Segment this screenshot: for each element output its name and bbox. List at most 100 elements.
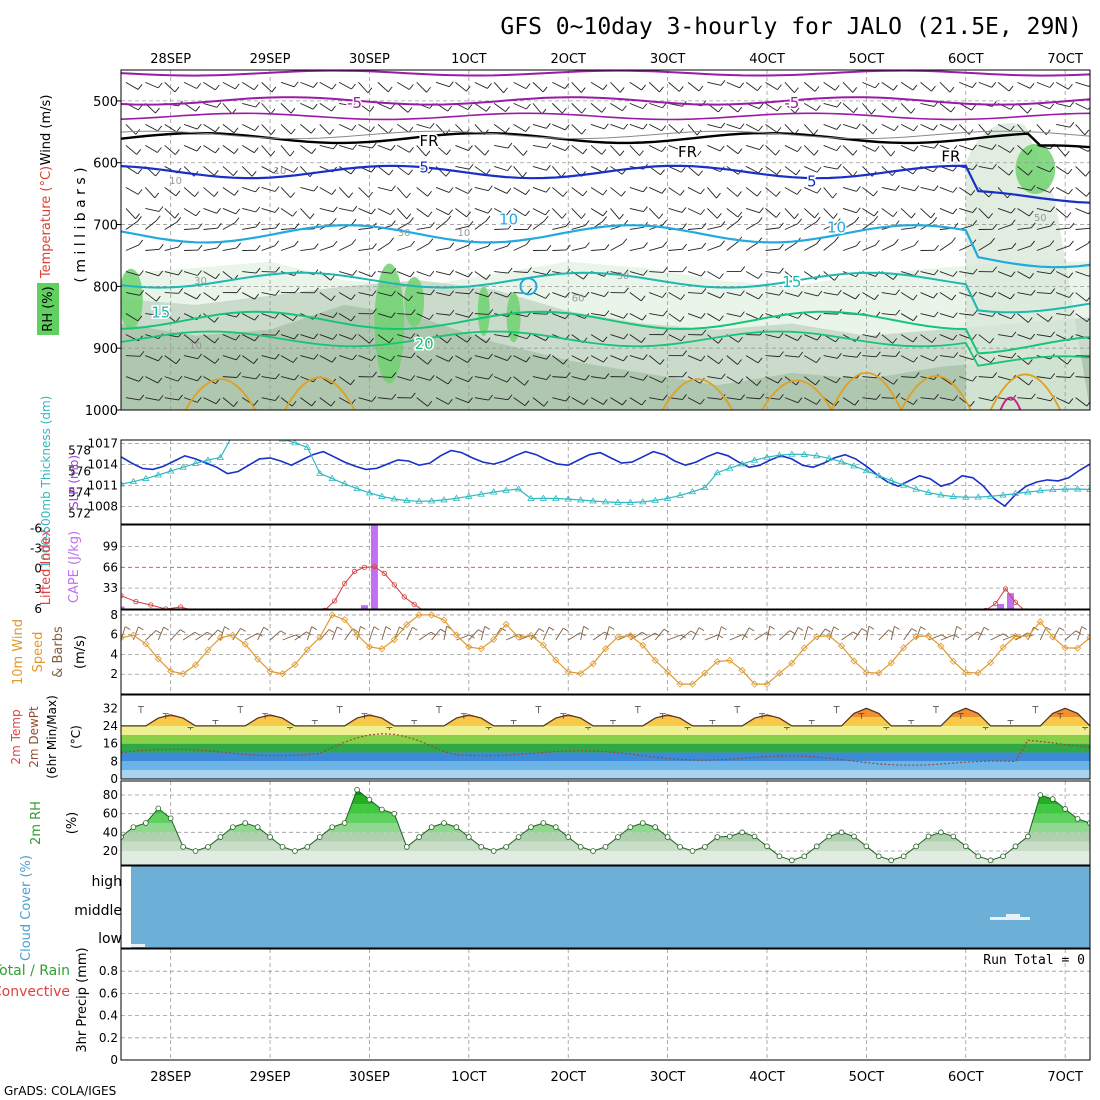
rh2m-point-52	[764, 843, 770, 850]
upper-barb-flag	[1009, 147, 1015, 153]
upper-barb-flag	[1049, 187, 1055, 193]
slp-marker-78	[1086, 485, 1090, 492]
wind-marker-20	[365, 643, 374, 651]
bottom-date-2oct: 2OCT	[550, 1070, 586, 1085]
li-tick-3: 3	[34, 582, 42, 596]
rh2m-point-4	[167, 815, 174, 822]
upper-barb	[939, 397, 954, 401]
upper-barb	[241, 355, 255, 364]
upper-barb-flag	[274, 186, 280, 192]
upper-barb-flag	[562, 191, 568, 197]
upper-barb-flag	[292, 315, 298, 321]
upper-barb-flag	[330, 274, 336, 281]
wind-barb-21	[381, 626, 387, 641]
upper-barb-flag	[992, 163, 997, 170]
wind-marker-24	[415, 611, 423, 619]
upper-barb	[183, 81, 197, 89]
slp-marker-42	[639, 498, 647, 505]
wind-marker-1	[129, 631, 137, 639]
wind-barb-flag-21	[385, 626, 392, 630]
slp-line	[121, 440, 1090, 504]
rh2m-point-39	[602, 844, 609, 850]
slp-marker-68	[962, 493, 970, 500]
wind-barb-flag-51	[766, 632, 772, 636]
upper-barb-flag	[661, 125, 667, 132]
upper-barb-flag	[468, 312, 474, 318]
upper-barb	[571, 397, 585, 405]
upper-barb	[435, 376, 449, 385]
upper-barb-flag	[950, 106, 956, 113]
upper-barb	[280, 208, 293, 217]
upper-barb	[997, 247, 1012, 251]
upper-barb	[707, 355, 719, 365]
upper-barb-flag	[623, 313, 628, 319]
upper-barb-flag	[1086, 401, 1090, 407]
upper-barb-flag	[270, 129, 276, 135]
upper-barb	[125, 208, 136, 219]
contour-label-2: FR	[420, 132, 439, 150]
upper-barb-flag	[254, 125, 260, 131]
upper-barb-flag	[350, 379, 355, 385]
upper-barb-flag	[313, 353, 319, 360]
upper-barb-flag	[1011, 352, 1017, 359]
upper-barb-flag	[794, 213, 799, 219]
wind-barb-63	[903, 628, 913, 641]
upper-barb	[959, 102, 972, 111]
upper-barb-flag	[581, 128, 587, 135]
upper-barb	[1017, 376, 1029, 386]
upper-barb-flag	[449, 81, 454, 87]
upper-barb-flag	[275, 222, 280, 229]
upper-barb	[1075, 397, 1088, 407]
wind-barb-flag-9	[240, 627, 246, 632]
upper-barb-flag	[835, 218, 841, 224]
slp-marker-22	[390, 495, 399, 502]
upper-barb-flag	[255, 244, 261, 251]
upper-barb	[571, 355, 585, 363]
upper-barb-flag	[931, 337, 937, 343]
upper-barb	[784, 271, 797, 281]
upper-barb-flag	[738, 378, 744, 384]
upper-barb	[629, 376, 644, 381]
upper-barb-flag	[546, 269, 551, 275]
rh2m-point-59	[851, 833, 857, 840]
upper-barb-flag	[737, 148, 743, 154]
upper-barb-flag	[410, 375, 416, 381]
upper-barb-flag	[447, 378, 453, 385]
contour-label-6: 5	[807, 172, 817, 190]
upper-barb-flag	[756, 190, 762, 197]
slp-marker-39	[601, 498, 610, 505]
upper-barb-flag	[972, 268, 978, 275]
upper-barb-flag	[506, 209, 511, 216]
upper-barb	[1055, 81, 1069, 90]
upper-barb	[513, 355, 527, 363]
upper-barb-flag	[913, 356, 918, 363]
upper-barb	[1075, 243, 1089, 251]
upper-barb-flag	[352, 100, 358, 107]
upper-barb-flag	[837, 289, 842, 296]
upper-barb	[222, 145, 235, 154]
upper-barb-flag	[719, 273, 724, 279]
upper-barb	[784, 334, 798, 341]
upper-barb-flag	[1030, 240, 1036, 247]
upper-barb-flag	[604, 291, 609, 297]
upper-barb	[319, 144, 334, 150]
wind-barb-flag-33	[538, 628, 545, 632]
upper-barb	[745, 242, 759, 251]
rh2m-point-76	[1062, 806, 1068, 812]
rh-tick-60: 60	[103, 807, 118, 821]
upper-barb-flag	[895, 185, 900, 191]
upper-barb-flag	[253, 84, 259, 91]
upper-barb-flag	[331, 189, 337, 195]
upper-barb	[1017, 313, 1029, 323]
upper-barb	[978, 242, 991, 251]
pressure-tick-600: 600	[93, 157, 118, 172]
upper-barb-flag	[603, 356, 608, 363]
upper-barb-flag	[584, 291, 590, 298]
upper-barb-flag	[682, 371, 687, 378]
wind-marker-51	[751, 680, 759, 688]
upper-barb	[242, 208, 256, 213]
upper-barb	[745, 355, 759, 364]
upper-barb	[261, 103, 272, 115]
upper-barb	[164, 313, 177, 323]
